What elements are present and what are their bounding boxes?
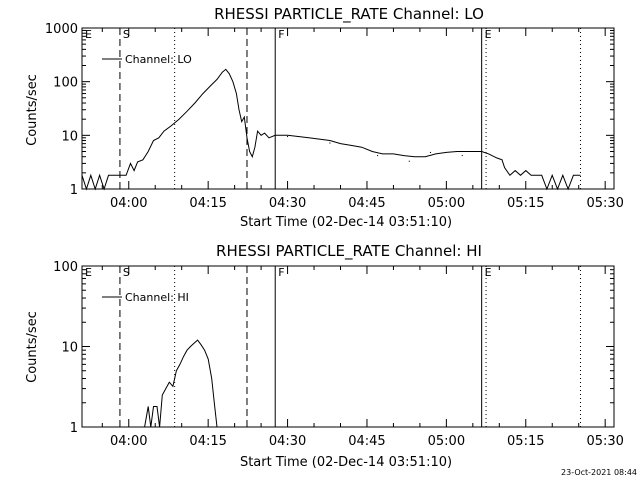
x-axis-label: Start Time (02-Dec-14 03:51:10): [240, 455, 452, 470]
marker-label: E: [85, 28, 92, 41]
chart-title: RHESSI PARTICLE_RATE Channel: HI: [216, 242, 482, 261]
y-tick-label: 1000: [45, 22, 78, 37]
x-axis-label: Start Time (02-Dec-14 03:51:10): [240, 215, 452, 230]
data-point: [376, 154, 379, 157]
y-axis-label: Counts/sec: [25, 74, 40, 146]
legend-label: Channel: LO: [125, 53, 192, 66]
marker-label: S: [123, 28, 130, 41]
series-line: [81, 68, 581, 191]
y-tick-label: 1: [70, 421, 78, 436]
data-point: [408, 160, 410, 162]
chart-hi: RHESSI PARTICLE_RATE Channel: HI Counts/…: [25, 242, 624, 470]
x-tick-label: 04:15: [189, 196, 226, 211]
y-tick-label: 10: [61, 129, 78, 144]
timestamp-label: 23-Oct-2021 08:44: [561, 468, 637, 477]
marker-label: E: [485, 28, 492, 41]
chart-lo: RHESSI PARTICLE_RATE Channel: LO Counts/…: [25, 5, 624, 230]
marker-label: S: [123, 266, 130, 279]
y-tick-label: 10: [61, 341, 78, 356]
x-tick-label: 04:45: [348, 196, 385, 211]
x-tick-label: 04:30: [269, 196, 306, 211]
x-tick-label: 05:15: [507, 196, 544, 211]
data-point: [461, 154, 463, 157]
marker-label: E: [485, 266, 492, 279]
x-tick-label: 05:00: [428, 434, 465, 449]
data-point: [329, 142, 331, 144]
x-tick-label: 04:15: [189, 434, 226, 449]
marker-label: F: [278, 28, 284, 41]
chart-title: RHESSI PARTICLE_RATE Channel: LO: [214, 5, 484, 24]
x-tick-label: 04:30: [269, 434, 306, 449]
x-tick-label: 05:30: [586, 434, 623, 449]
series-line: [144, 339, 218, 428]
x-tick-label: 04:00: [110, 434, 147, 449]
y-axis-label: Counts/sec: [25, 311, 40, 383]
data-point: [286, 135, 289, 138]
x-tick-label: 05:30: [586, 196, 623, 211]
x-tick-label: 04:00: [110, 196, 147, 211]
y-tick-label: 100: [53, 76, 78, 91]
x-tick-label: 05:15: [507, 434, 544, 449]
x-tick-label: 04:45: [348, 434, 385, 449]
marker-label: F: [278, 266, 284, 279]
data-point: [429, 151, 432, 154]
legend-label: Channel: HI: [125, 291, 189, 304]
y-tick-label: 100: [53, 260, 78, 275]
marker-label: E: [85, 266, 92, 279]
x-tick-label: 05:00: [428, 196, 465, 211]
y-tick-label: 1: [70, 183, 78, 198]
